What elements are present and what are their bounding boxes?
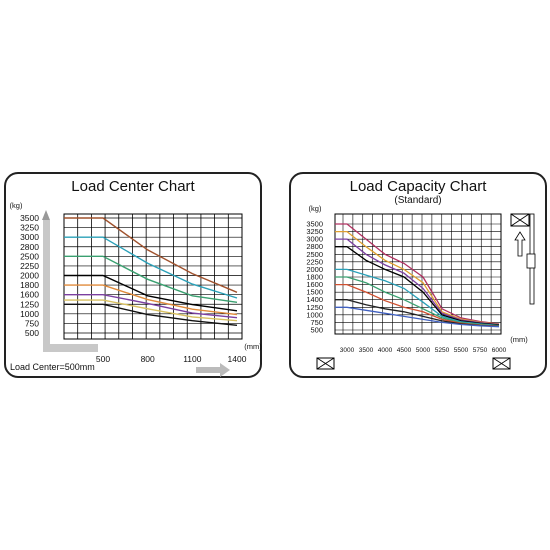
y-axis-label: (kg) <box>309 204 322 213</box>
series-line <box>64 236 238 299</box>
series-line <box>64 293 238 319</box>
y-tick-label: 2800 <box>20 242 39 252</box>
y-tick-label: 1800 <box>306 273 323 282</box>
y-tick-label: 2500 <box>306 250 323 259</box>
x-axis-label: (mm) <box>510 335 528 344</box>
y-tick-label: 2250 <box>20 261 39 271</box>
chart-subtitle: (Standard) <box>394 195 442 206</box>
y-tick-label: 2000 <box>306 265 323 274</box>
y-tick-label: 3500 <box>306 220 323 229</box>
y-axis-label: (kg) <box>10 201 23 210</box>
load-center-note: Load Center=500mm <box>10 362 95 372</box>
y-tick-label: 2800 <box>306 242 323 251</box>
x-tick-label: 4000 <box>378 347 393 354</box>
y-tick-label: 1800 <box>20 280 39 290</box>
y-tick-label: 1250 <box>306 303 323 312</box>
y-tick-label: 1250 <box>20 299 39 309</box>
x-tick-label: 3000 <box>340 347 355 354</box>
x-tick-label: 5500 <box>454 347 469 354</box>
up-arrow-icon <box>514 231 526 257</box>
y-tick-label: 1000 <box>20 309 39 319</box>
x-tick-label: 1400 <box>228 354 247 364</box>
y-tick-label: 750 <box>310 318 323 327</box>
series-line <box>335 223 500 325</box>
y-tick-label: 3000 <box>306 235 323 244</box>
pallet-cross <box>510 213 530 227</box>
y-tick-label: 3500 <box>20 213 39 223</box>
series-line <box>64 217 238 293</box>
load-capacity-panel: Load Capacity Chart (Standard) 3000 3500 4… <box>289 172 547 378</box>
series-line <box>64 299 238 322</box>
series-line <box>335 268 500 327</box>
y-tick-label: 2500 <box>20 251 39 261</box>
y-tick-label: 3250 <box>306 227 323 236</box>
series-line <box>335 230 500 325</box>
fork-backdrop <box>43 220 98 352</box>
y-tick-label: 1500 <box>306 288 323 297</box>
y-tick-label: 3000 <box>20 232 39 242</box>
y-tick-label: 750 <box>25 318 39 328</box>
x-tick-label: 4500 <box>397 347 412 354</box>
series-line <box>64 303 238 326</box>
y-direction-arrow-icon <box>42 210 50 220</box>
series-line <box>64 284 238 316</box>
series-line <box>335 246 500 326</box>
grid-frame <box>63 213 243 340</box>
chart-title: Load Capacity Chart <box>349 178 487 195</box>
x-tick-label: 6000 <box>492 347 507 354</box>
x-tick-label: 3500 <box>359 347 374 354</box>
x-axis-label: (mm) <box>244 342 262 351</box>
y-tick-label: 2250 <box>306 257 323 266</box>
y-tick-label: 1400 <box>306 295 323 304</box>
x-tick-label: 5000 <box>416 347 431 354</box>
pallet-high-cross <box>492 357 511 370</box>
y-tick-label: 500 <box>25 328 39 338</box>
x-direction-arrow-icon <box>196 363 230 377</box>
x-tick-label: 5750 <box>473 347 488 354</box>
y-tick-label: 3250 <box>20 223 39 233</box>
y-tick-label: 1600 <box>306 280 323 289</box>
y-tick-label: 1600 <box>20 290 39 300</box>
x-tick-label: 5250 <box>435 347 450 354</box>
load-center-chart: 3500325030002800250022502000180016001250… <box>10 201 262 377</box>
series-line <box>335 238 500 326</box>
load-capacity-chart: 3000 3500 4000 4500 5000 5250 5500 5750 6000(mm)… <box>306 204 536 370</box>
pallet-low-cross <box>316 357 335 370</box>
series-line <box>335 306 500 328</box>
x-tick-label: 500 <box>96 354 110 364</box>
series-line <box>64 274 238 312</box>
y-tick-label: 2000 <box>20 271 39 281</box>
x-tick-label: 1100 <box>183 354 202 364</box>
series-line <box>64 255 238 303</box>
carriage-icon <box>526 253 536 269</box>
x-tick-label: 800 <box>141 354 155 364</box>
chart-title: Load Center Chart <box>71 178 195 195</box>
load-center-panel: Load Center Chart 3500 3250 3000 2800 2500 22… <box>4 172 262 378</box>
y-tick-label: 1000 <box>306 310 323 319</box>
y-tick-label: 500 <box>310 326 323 335</box>
